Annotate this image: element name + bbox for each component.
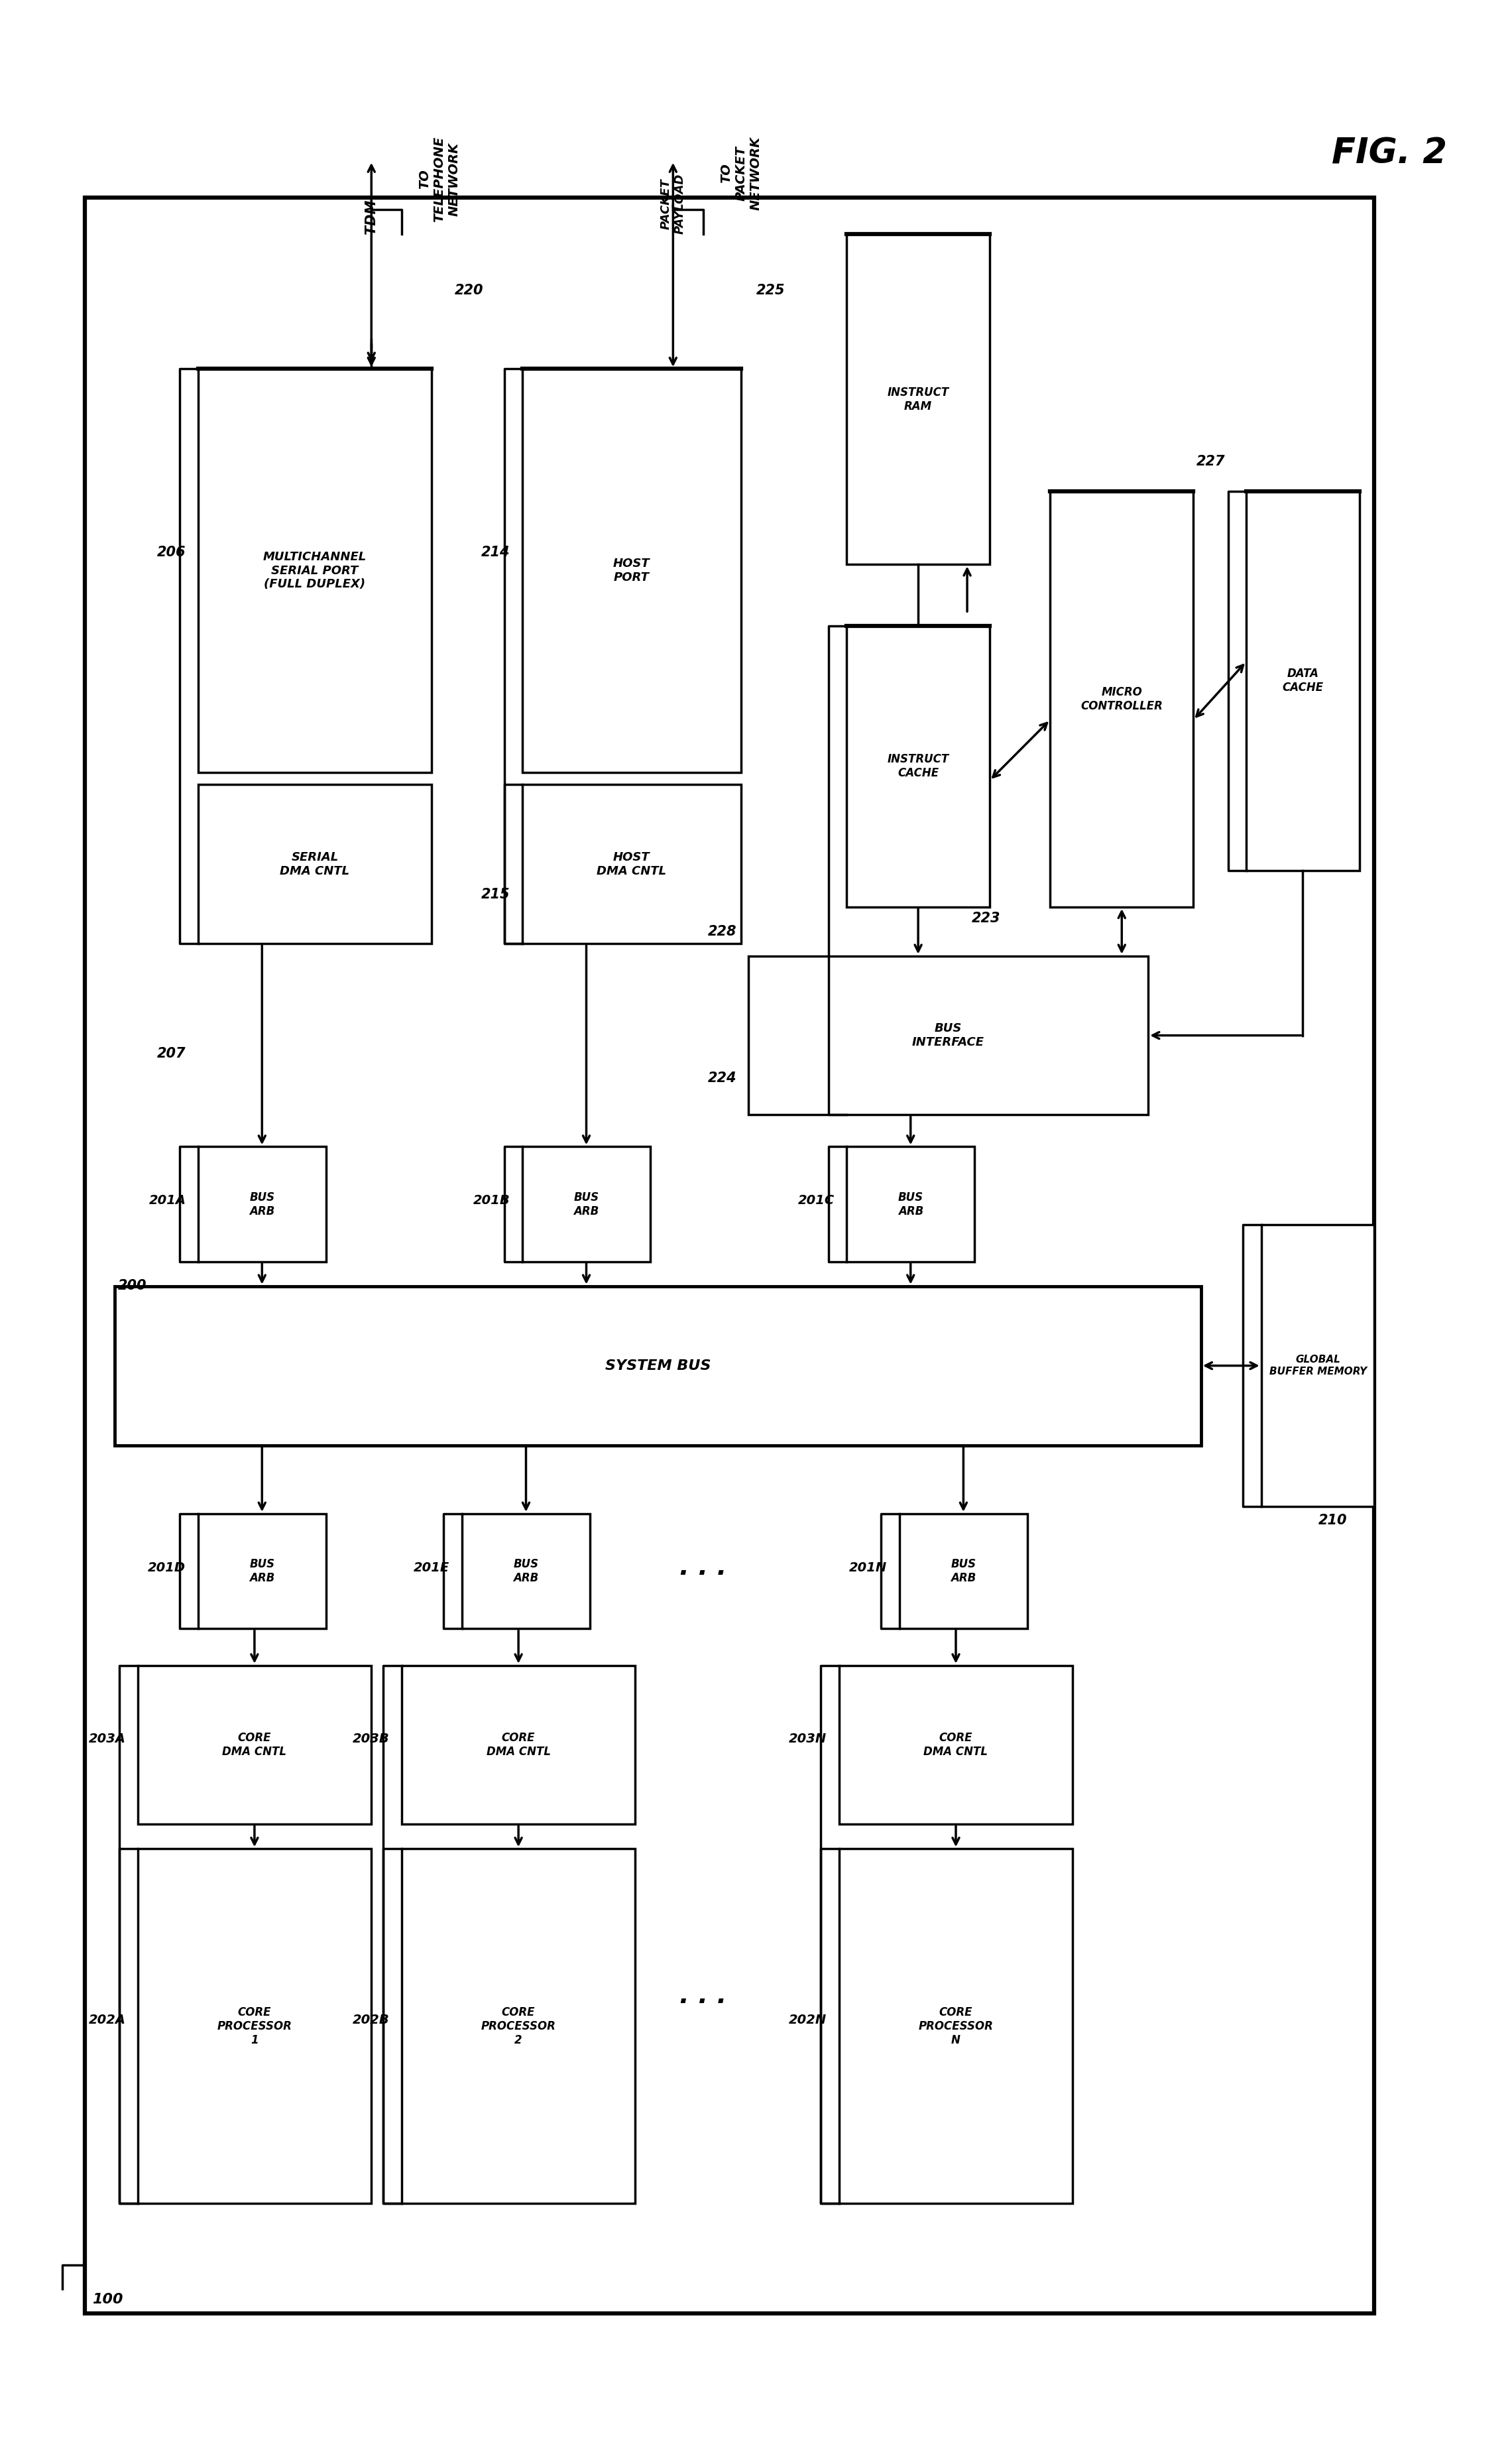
FancyBboxPatch shape	[847, 1147, 975, 1262]
Text: INSTRUCT
RAM: INSTRUCT RAM	[888, 387, 950, 412]
FancyBboxPatch shape	[115, 1286, 1201, 1446]
Text: 207: 207	[157, 1046, 186, 1061]
Text: CORE
PROCESSOR
N: CORE PROCESSOR N	[918, 2007, 993, 2046]
FancyBboxPatch shape	[847, 625, 990, 907]
Text: 203A: 203A	[88, 1732, 125, 1744]
FancyBboxPatch shape	[1051, 490, 1193, 907]
FancyBboxPatch shape	[522, 784, 741, 943]
FancyBboxPatch shape	[839, 1666, 1072, 1825]
FancyBboxPatch shape	[85, 198, 1374, 2313]
Text: 201A: 201A	[148, 1193, 186, 1208]
FancyBboxPatch shape	[402, 1850, 635, 2203]
Text: 203B: 203B	[352, 1732, 390, 1744]
Text: TO
TELEPHONE
NETWORK: TO TELEPHONE NETWORK	[419, 137, 460, 223]
Text: BUS
ARB: BUS ARB	[573, 1191, 599, 1218]
Text: HOST
PORT: HOST PORT	[614, 559, 650, 583]
FancyBboxPatch shape	[1261, 1225, 1374, 1507]
Text: 202B: 202B	[352, 2014, 390, 2026]
Text: 201C: 201C	[798, 1193, 835, 1208]
Text: CORE
DMA CNTL: CORE DMA CNTL	[222, 1732, 287, 1757]
Text: 206: 206	[157, 546, 186, 559]
Text: 227: 227	[1196, 456, 1225, 468]
Text: HOST
DMA CNTL: HOST DMA CNTL	[597, 850, 667, 877]
Text: CORE
DMA CNTL: CORE DMA CNTL	[924, 1732, 987, 1757]
Text: CORE
DMA CNTL: CORE DMA CNTL	[487, 1732, 550, 1757]
Text: . . .: . . .	[679, 1556, 727, 1580]
Text: BUS
ARB: BUS ARB	[898, 1191, 924, 1218]
Text: BUS
ARB: BUS ARB	[951, 1558, 977, 1585]
FancyBboxPatch shape	[900, 1514, 1028, 1629]
Text: 203N: 203N	[789, 1732, 827, 1744]
Text: TO
PACKET
NETWORK: TO PACKET NETWORK	[720, 137, 762, 211]
FancyBboxPatch shape	[198, 1514, 327, 1629]
Text: GLOBAL
BUFFER MEMORY: GLOBAL BUFFER MEMORY	[1269, 1355, 1367, 1377]
FancyBboxPatch shape	[138, 1666, 372, 1825]
Text: DATA
CACHE: DATA CACHE	[1282, 669, 1323, 693]
Text: MICRO
CONTROLLER: MICRO CONTROLLER	[1081, 686, 1163, 713]
Text: BUS
INTERFACE: BUS INTERFACE	[912, 1022, 984, 1049]
Text: 200: 200	[118, 1279, 147, 1291]
Text: INSTRUCT
CACHE: INSTRUCT CACHE	[888, 755, 950, 779]
FancyBboxPatch shape	[198, 370, 432, 772]
Text: 201E: 201E	[414, 1561, 449, 1573]
Text: TDM: TDM	[364, 198, 378, 235]
Text: CORE
PROCESSOR
2: CORE PROCESSOR 2	[481, 2007, 556, 2046]
Text: 210: 210	[1318, 1514, 1347, 1526]
Text: SYSTEM BUS: SYSTEM BUS	[605, 1360, 711, 1372]
Text: 228: 228	[708, 924, 736, 938]
Text: 214: 214	[481, 546, 510, 559]
Text: 201B: 201B	[473, 1193, 510, 1208]
Text: BUS
ARB: BUS ARB	[249, 1191, 275, 1218]
Text: CORE
PROCESSOR
1: CORE PROCESSOR 1	[218, 2007, 292, 2046]
FancyBboxPatch shape	[198, 784, 432, 943]
FancyBboxPatch shape	[138, 1850, 372, 2203]
Text: 220: 220	[454, 284, 484, 296]
Text: 202N: 202N	[789, 2014, 827, 2026]
Text: BUS
ARB: BUS ARB	[513, 1558, 538, 1585]
Text: PACKET
PAYLOAD: PACKET PAYLOAD	[661, 174, 686, 235]
FancyBboxPatch shape	[748, 956, 1148, 1115]
Text: 100: 100	[92, 2293, 122, 2305]
FancyBboxPatch shape	[522, 1147, 650, 1262]
Text: 225: 225	[756, 284, 785, 296]
FancyBboxPatch shape	[461, 1514, 590, 1629]
FancyBboxPatch shape	[839, 1850, 1072, 2203]
FancyBboxPatch shape	[198, 1147, 327, 1262]
FancyBboxPatch shape	[522, 370, 741, 772]
Text: 201N: 201N	[850, 1561, 888, 1573]
Text: MULTICHANNEL
SERIAL PORT
(FULL DUPLEX): MULTICHANNEL SERIAL PORT (FULL DUPLEX)	[263, 551, 366, 590]
FancyBboxPatch shape	[1246, 490, 1359, 870]
Text: SERIAL
DMA CNTL: SERIAL DMA CNTL	[280, 850, 349, 877]
Text: . . .: . . .	[679, 1982, 727, 2009]
Text: 223: 223	[972, 911, 1001, 926]
FancyBboxPatch shape	[402, 1666, 635, 1825]
Text: FIG. 2: FIG. 2	[1332, 137, 1447, 172]
Text: 215: 215	[481, 887, 510, 902]
Text: BUS
ARB: BUS ARB	[249, 1558, 275, 1585]
Text: 201D: 201D	[148, 1561, 186, 1573]
FancyBboxPatch shape	[847, 235, 990, 564]
Text: 224: 224	[708, 1071, 736, 1085]
Text: 202A: 202A	[88, 2014, 125, 2026]
